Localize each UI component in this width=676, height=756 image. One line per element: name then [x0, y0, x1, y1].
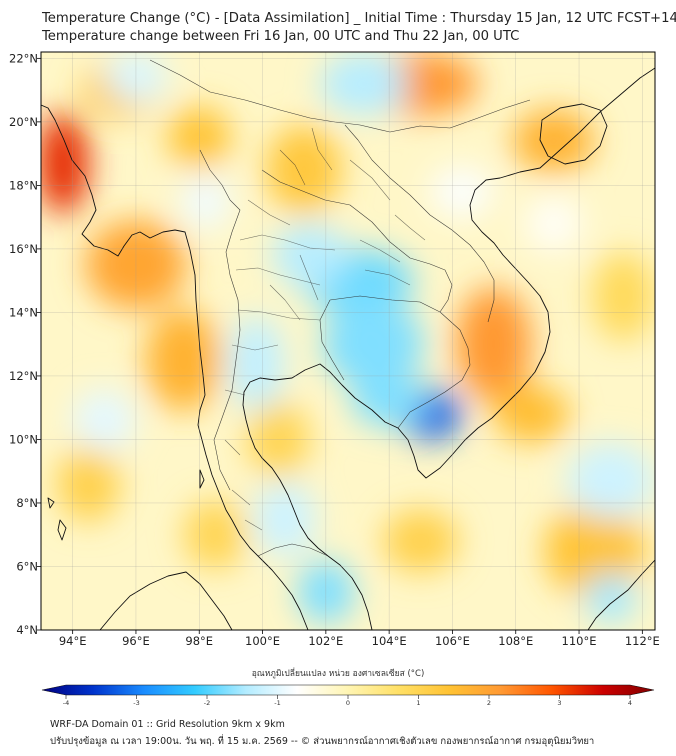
lat-tick-label: 20°N	[9, 115, 38, 129]
colorbar: -4 -3 -2 -1 0 1 2 3 4	[41, 684, 655, 707]
border-cambodia	[329, 295, 471, 429]
temperature-blob-11	[382, 509, 459, 573]
temperature-blob-3	[85, 220, 187, 310]
lat-tick-label: 12°N	[9, 369, 38, 383]
map-title: Temperature Change (°C) - [Data Assimila…	[42, 11, 676, 26]
temperature-blob-29	[180, 172, 231, 230]
temperature-blob-22	[297, 560, 355, 624]
border-layer	[149, 59, 531, 557]
colorbar-ticks: -4 -3 -2 -1 0 1 2 3 4	[63, 695, 632, 707]
border-cambodia-thailand	[319, 299, 345, 381]
lat-tick-label: 10°N	[9, 432, 38, 446]
colorbar-body	[41, 684, 655, 696]
border-laos-thailand	[261, 169, 453, 313]
border-china	[149, 59, 531, 133]
axis-ticks: 94°E 96°E 98°E 100°E 102°E 104°E 106°E 108°E 110…	[9, 51, 660, 648]
temperature-blob-6	[493, 385, 570, 443]
temperature-blob-10	[544, 502, 646, 599]
lon-tick-label: 102°E	[308, 634, 343, 648]
coastline-west	[41, 104, 309, 630]
temperature-blob-30	[525, 194, 583, 253]
lat-tick-label: 6°N	[16, 559, 38, 573]
colorbar-tick-label: 1	[416, 699, 420, 707]
lon-tick-label: 108°E	[498, 634, 533, 648]
temperature-blob-27	[585, 572, 637, 624]
colorbar-tick-label: -1	[274, 699, 280, 707]
field-layer	[41, 52, 655, 630]
temperature-blob-7	[265, 125, 342, 214]
lon-tick-label: 112°E	[625, 634, 660, 648]
border-malaysia-thailand	[257, 543, 329, 557]
coastline-gulf-thailand	[242, 67, 655, 630]
coastline-penang-islands	[47, 469, 205, 541]
border-laos-vietnam	[344, 124, 495, 323]
border-myanmar-thailand	[199, 149, 241, 491]
colorbar-tick-label: 3	[557, 699, 561, 707]
lat-tick-label: 8°N	[16, 496, 38, 510]
coastline-borneo	[587, 559, 655, 630]
map-frame	[40, 51, 656, 631]
temperature-blob-4	[145, 309, 222, 411]
temperature-blob-26	[566, 442, 655, 519]
coastline-sumatra	[99, 571, 233, 630]
map-subtitle: Temperature change between Fri 16 Jan, 0…	[42, 29, 520, 44]
temperature-blobs	[41, 52, 655, 624]
lon-tick-label: 94°E	[59, 634, 87, 648]
colorbar-label: อุณหภูมิเปลี่ยนแปลง หน่วย องศาเซลเซียส (…	[251, 669, 425, 679]
lat-tick-label: 16°N	[9, 242, 38, 256]
colorbar-tick-label: -2	[204, 699, 210, 707]
colorbar-tick-label: 2	[487, 699, 491, 707]
colorbar-tick-label: -4	[63, 699, 69, 707]
colorbar-tick-label: 0	[346, 699, 350, 707]
coastline-hainan	[539, 103, 608, 165]
temperature-blob-17	[272, 223, 349, 288]
temperature-blob-2	[512, 109, 595, 173]
colorbar-tick-label: 4	[628, 699, 632, 707]
temperature-blob-31	[430, 166, 494, 218]
lon-tick-label: 98°E	[185, 634, 213, 648]
footer-domain-info: WRF-DA Domain 01 :: Grid Resolution 9km …	[50, 719, 285, 730]
temperature-blob-21	[227, 315, 285, 411]
temperature-blob-5	[455, 287, 532, 402]
lat-tick-label: 18°N	[9, 178, 38, 192]
temperature-blob-25	[104, 52, 168, 103]
temperature-blob-18	[322, 299, 424, 389]
temperature-blob-0	[41, 112, 89, 214]
lon-tick-label: 106°E	[435, 634, 470, 648]
lat-tick-label: 22°N	[9, 51, 38, 65]
lon-tick-label: 96°E	[122, 634, 150, 648]
province-lines	[224, 127, 426, 531]
lat-tick-label: 14°N	[9, 305, 38, 319]
coastline-layer	[41, 67, 655, 630]
temperature-blob-13	[56, 445, 121, 523]
temperature-blob-24	[319, 52, 409, 116]
gridlines	[41, 52, 655, 631]
lon-tick-label: 110°E	[562, 634, 597, 648]
temperature-blob-12	[183, 499, 247, 570]
temperature-blob-23	[253, 480, 317, 557]
temperature-blob-15	[591, 252, 655, 341]
colorbar-tick-label: -3	[133, 699, 139, 707]
lon-tick-label: 104°E	[372, 634, 407, 648]
lat-tick-label: 4°N	[16, 623, 38, 637]
temperature-blob-8	[167, 105, 231, 170]
footer-update-info: ปรับปรุงข้อมูล ณ เวลา 19:00น. วัน พฤ. ที…	[50, 736, 595, 747]
lon-tick-label: 100°E	[245, 634, 280, 648]
temperature-blob-28	[72, 388, 136, 453]
